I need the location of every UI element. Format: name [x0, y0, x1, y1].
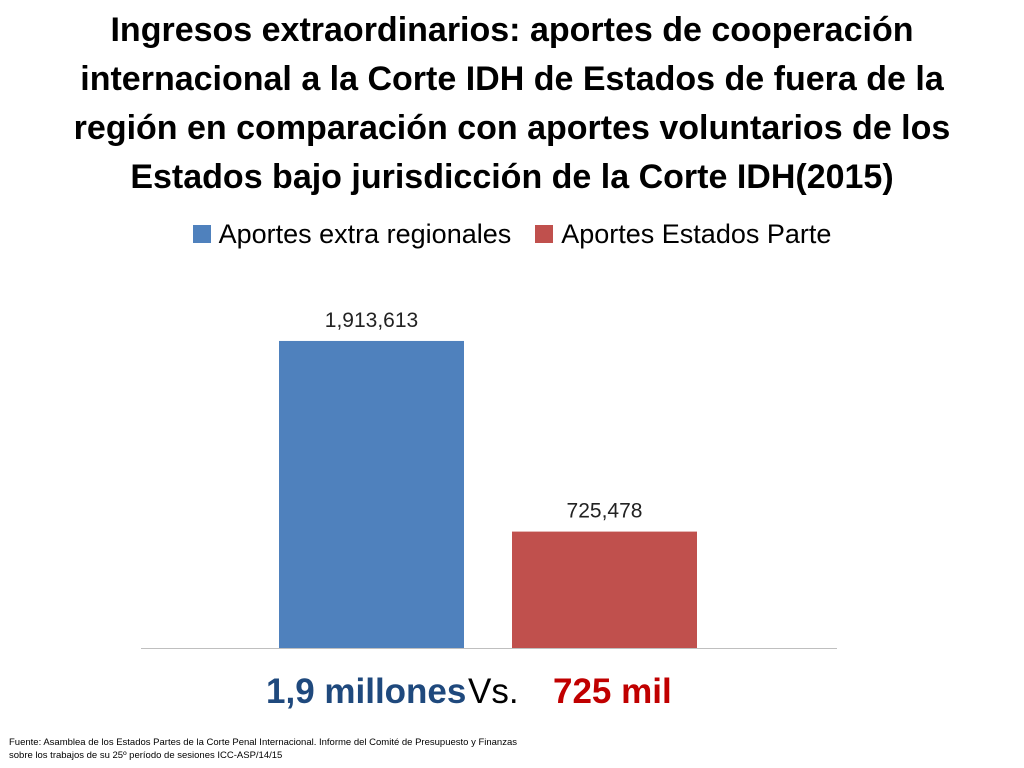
- summary-right-value: 725 mil: [553, 672, 672, 711]
- bar-aportes-estados-parte: [512, 531, 697, 648]
- legend-swatch-extra-regionales: [192, 225, 211, 243]
- legend-swatch-estados-parte: [535, 225, 554, 243]
- source-note: Fuente: Asamblea de los Estados Partes d…: [9, 736, 569, 762]
- chart-legend: Aportes extra regionales Aportes Estados…: [0, 214, 1024, 254]
- summary-left-value: 1,9 millones: [266, 672, 467, 711]
- legend-item-estados-parte: Aportes Estados Parte: [535, 219, 831, 250]
- bar-aportes-extra-regionales: [279, 340, 464, 648]
- data-label-aportes-estados-parte: 725,478: [567, 500, 643, 523]
- legend-label-extra-regionales: Aportes extra regionales: [218, 218, 512, 249]
- chart-title: Ingresos extraordinarios: aportes de coo…: [73, 11, 951, 196]
- legend-item-extra-regionales: Aportes extra regionales: [192, 218, 512, 250]
- summary-comparison: 1,9 millones Vs. 725 mil: [0, 672, 1024, 722]
- summary-vs: Vs.: [468, 672, 519, 711]
- source-line-2: sobre los trabajos de su 25º período de …: [9, 750, 283, 761]
- source-line-1: Fuente: Asamblea de los Estados Partes d…: [9, 737, 518, 748]
- legend-label-estados-parte: Aportes Estados Parte: [561, 218, 832, 249]
- data-label-aportes-extra-regionales: 1,913,613: [325, 309, 418, 332]
